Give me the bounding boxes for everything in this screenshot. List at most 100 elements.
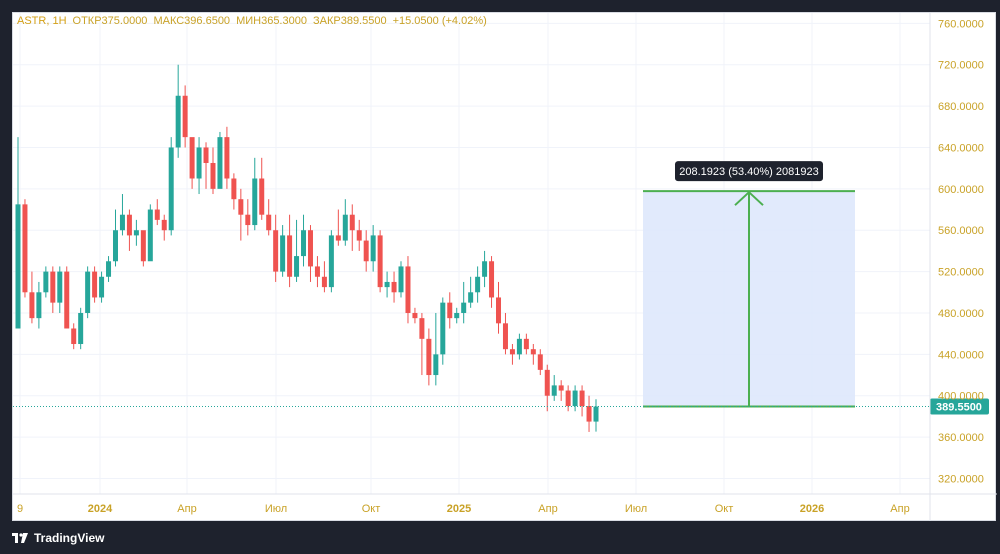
candle-body: [294, 256, 300, 277]
candle: [245, 199, 251, 236]
candle: [593, 399, 599, 432]
candle: [196, 137, 202, 195]
candle: [461, 281, 467, 324]
candle-body: [154, 209, 160, 220]
y-tick-label: 680.0000: [938, 101, 984, 113]
candle-body: [384, 281, 390, 288]
candle-body: [475, 276, 481, 293]
x-tick-label: 2024: [88, 503, 113, 515]
candle-body: [489, 261, 495, 298]
candle-body: [168, 147, 174, 231]
candle-body: [328, 235, 334, 288]
candle-body: [356, 230, 362, 241]
candle: [307, 225, 313, 282]
candle: [259, 157, 265, 220]
y-tick-label: 320.0000: [938, 473, 984, 485]
close-value: 389.5500: [340, 15, 387, 27]
candle: [496, 281, 502, 334]
candle-body: [349, 214, 355, 231]
candle: [558, 380, 564, 401]
candle-body: [273, 230, 279, 272]
candle: [29, 271, 35, 324]
candle-body: [245, 214, 251, 226]
candle-body: [523, 338, 529, 350]
tradingview-logo-icon: [12, 532, 28, 543]
candle-body: [175, 95, 181, 148]
candle-body: [29, 292, 35, 319]
y-tick-label: 760.0000: [938, 18, 984, 30]
measure-arrow-head: [734, 190, 764, 206]
symbol-legend: ASTR, 1Н ОТКР375.0000 МАКС396.6500 МИН36…: [17, 15, 487, 27]
candle-body: [71, 328, 77, 345]
y-tick-label: 400.0000: [938, 391, 984, 403]
candle-body: [210, 162, 216, 189]
candle: [412, 307, 418, 324]
x-tick-label: Апр: [538, 503, 557, 515]
candle-body: [36, 292, 42, 319]
candle: [217, 131, 223, 189]
change-value: +15.0500 (+4.02%): [392, 15, 487, 27]
candle: [537, 349, 543, 376]
candle-body: [280, 235, 286, 272]
price-axis[interactable]: 320.0000 360.0000 400.0000 440.0000 480.0000…: [938, 18, 984, 485]
candle-body: [496, 297, 502, 324]
measure-label: 208.1923 (53.40%) 2081923: [679, 166, 818, 178]
chart-frame[interactable]: 208.1923 (53.40%) 2081923 389.5500 320.0…: [12, 12, 997, 522]
candle: [231, 173, 237, 210]
candle-body: [57, 271, 63, 303]
candle: [119, 194, 125, 236]
x-tick-label: Окт: [715, 503, 734, 515]
candle: [565, 385, 571, 412]
candle: [78, 307, 84, 350]
candle-body: [217, 137, 223, 189]
candle-body: [440, 302, 446, 355]
candle: [161, 214, 167, 241]
candle: [252, 157, 258, 231]
candle-body: [126, 214, 132, 236]
last-price-label: 389.5500: [936, 402, 982, 414]
x-tick-label: Апр: [177, 503, 196, 515]
candle: [168, 137, 174, 236]
candles: [15, 64, 599, 432]
low-label: МИН: [236, 15, 262, 27]
candle-body: [259, 178, 265, 215]
candle: [356, 219, 362, 251]
candle-body: [112, 230, 118, 262]
candle: [502, 312, 508, 355]
candle-body: [335, 235, 341, 241]
candle: [447, 292, 453, 329]
y-tick-label: 360.0000: [938, 432, 984, 444]
candlestick-chart[interactable]: 208.1923 (53.40%) 2081923 389.5500 320.0…: [13, 13, 997, 522]
candle: [71, 323, 77, 350]
y-tick-label: 520.0000: [938, 267, 984, 279]
candle: [342, 199, 348, 246]
candle: [147, 204, 153, 262]
candle-body: [99, 276, 105, 298]
candle-body: [558, 385, 564, 391]
candle-body: [238, 199, 244, 215]
open-label: ОТКР: [72, 15, 102, 27]
candle: [140, 230, 146, 267]
candle-body: [140, 230, 146, 262]
candle: [92, 266, 98, 303]
candle: [544, 364, 550, 412]
candle: [22, 199, 28, 298]
y-tick-label: 480.0000: [938, 308, 984, 320]
price-range-measure[interactable]: 208.1923 (53.40%) 2081923: [643, 161, 855, 408]
open-value: 375.0000: [101, 15, 148, 27]
measure-label-bg: [675, 161, 823, 182]
candle-body: [92, 271, 98, 298]
candle: [475, 266, 481, 303]
candle: [266, 199, 272, 236]
candle: [133, 219, 139, 246]
y-tick-label: 720.0000: [938, 60, 984, 72]
candle-body: [405, 266, 411, 313]
candle: [287, 214, 293, 288]
candle: [489, 256, 495, 308]
tradingview-brand[interactable]: TradingView: [12, 531, 104, 545]
candle-body: [252, 178, 258, 226]
candle-body: [314, 266, 320, 277]
candle: [454, 307, 460, 324]
time-axis[interactable]: 9 2024 Апр Июл Окт 2025 Апр Июл Окт 2026 Апр: [17, 503, 910, 515]
low-value: 365.3000: [261, 15, 307, 27]
